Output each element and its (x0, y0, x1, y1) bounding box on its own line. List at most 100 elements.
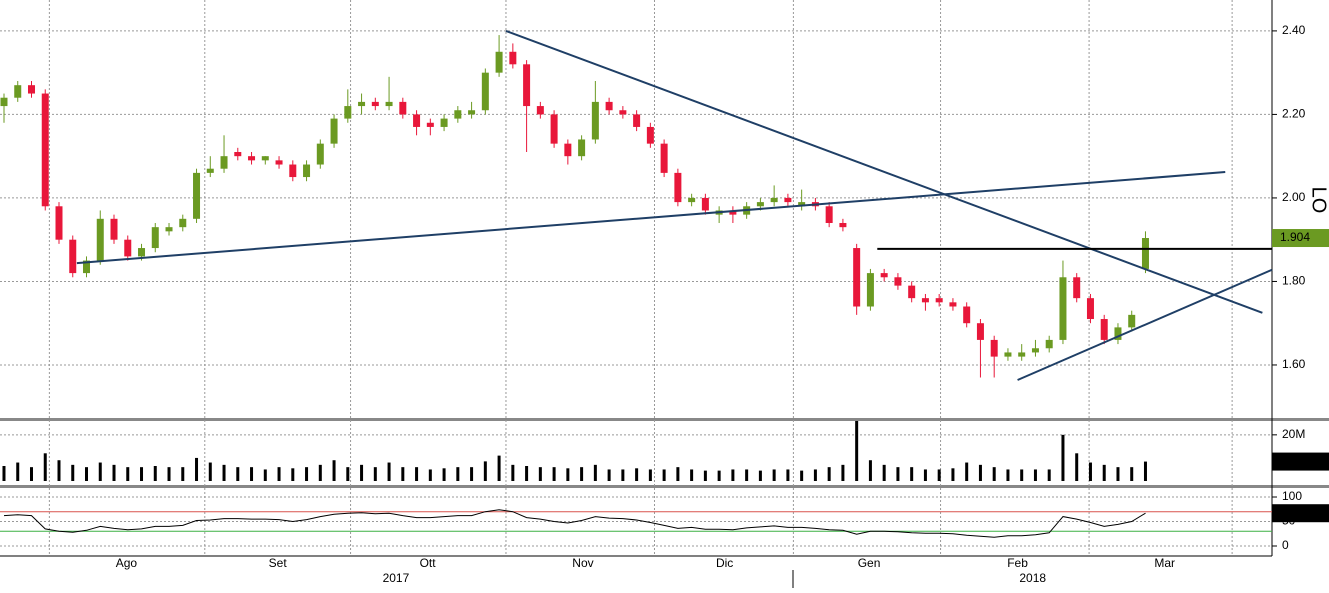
candle-body (1018, 352, 1026, 357)
candle-body (523, 64, 531, 107)
volume-bar (1116, 467, 1120, 481)
candle-body (784, 197, 792, 203)
volume-bar (607, 469, 611, 481)
candle-body (770, 197, 778, 203)
volume-bar (401, 467, 405, 481)
candle-body (921, 298, 929, 303)
candle-body (41, 93, 49, 207)
candle-body (69, 239, 77, 274)
candle-body (165, 227, 173, 232)
y-tick-label: 0 (1282, 538, 1289, 552)
candle-body (193, 172, 201, 219)
candle-body (1128, 314, 1136, 328)
candle-body (729, 210, 737, 215)
candle-body (660, 143, 668, 173)
candle-body (1059, 277, 1067, 340)
panel-separator (0, 418, 1329, 421)
candle-body (0, 97, 8, 107)
volume-bar (456, 467, 460, 481)
candle-body (413, 114, 421, 127)
volume-bar (910, 467, 914, 481)
last-volume-label: 8.416M (1279, 454, 1319, 468)
volume-bar (497, 455, 501, 481)
volume-bar (85, 467, 89, 481)
volume-bar (112, 464, 116, 481)
candle-body (83, 260, 91, 274)
volume-bar (387, 462, 391, 481)
volume-bar (593, 464, 597, 481)
candle-body (495, 51, 503, 73)
volume-bar (195, 457, 199, 481)
volume-bar (717, 470, 721, 481)
volume-bar (896, 467, 900, 481)
volume-bar (965, 462, 969, 481)
volume-bar (855, 421, 859, 481)
y-tick-label: 2.20 (1282, 107, 1306, 121)
volume-bar (291, 468, 295, 481)
candle-body (234, 152, 242, 157)
volume-bar (731, 469, 735, 481)
candle-body (619, 110, 627, 115)
volume-bar (43, 453, 47, 481)
volume-bar (428, 469, 432, 481)
x-tick-label: Ott (420, 556, 437, 570)
volume-bar (29, 467, 33, 481)
candle-body (468, 110, 476, 115)
candle-body (14, 85, 22, 98)
candle-body (536, 106, 544, 115)
volume-bar (57, 460, 61, 481)
volume-bar (1102, 464, 1106, 481)
volume-bar (1033, 469, 1037, 481)
candle-body (440, 118, 448, 127)
candle-body (825, 206, 833, 223)
y-tick-label: 2.40 (1282, 23, 1306, 37)
volume-bar (511, 464, 515, 481)
candle-body (1100, 319, 1108, 340)
y-tick-label: 1.80 (1282, 274, 1306, 288)
volume-bar (772, 469, 776, 481)
last-price-label: 1.904 (1280, 230, 1310, 244)
candle-body (633, 114, 641, 127)
volume-bar (1061, 434, 1065, 481)
candle-body (454, 110, 462, 119)
candle-body (839, 222, 847, 228)
volume-bar (236, 467, 240, 481)
x-tick-label: Dic (716, 556, 733, 570)
candle-body (96, 218, 104, 261)
side-label: LO (1308, 187, 1329, 214)
candle-body (674, 172, 682, 203)
volume-bar (305, 467, 309, 481)
volume-bar (1088, 462, 1092, 481)
volume-bar (992, 467, 996, 481)
candle-body (110, 218, 118, 240)
candle-body (220, 156, 228, 169)
volume-bar (415, 467, 419, 481)
candle-body (509, 51, 517, 65)
rsi-line (3, 509, 1146, 538)
candle-body (358, 101, 366, 107)
trendline (76, 171, 1226, 265)
candle-body (179, 218, 187, 228)
candle-body (55, 206, 63, 240)
candle-body (1114, 327, 1122, 340)
volume-bar (153, 466, 157, 481)
candle-body (206, 168, 214, 173)
candle-body (344, 106, 352, 119)
candle-body (990, 339, 998, 357)
volume-bar (318, 464, 322, 481)
volume-bar (140, 467, 144, 481)
x-tick-label: Mar (1154, 556, 1175, 570)
candle-body (303, 164, 311, 178)
volume-bar (181, 467, 185, 481)
volume-bar (827, 467, 831, 481)
candle-body (853, 248, 861, 307)
volume-bar (786, 469, 790, 481)
volume-bar (1075, 453, 1079, 481)
volume-bar (882, 464, 886, 481)
volume-bar (332, 460, 336, 481)
volume-bar (483, 461, 487, 481)
candle-body (756, 202, 764, 207)
candle-body (138, 248, 146, 257)
candle-body (963, 306, 971, 324)
